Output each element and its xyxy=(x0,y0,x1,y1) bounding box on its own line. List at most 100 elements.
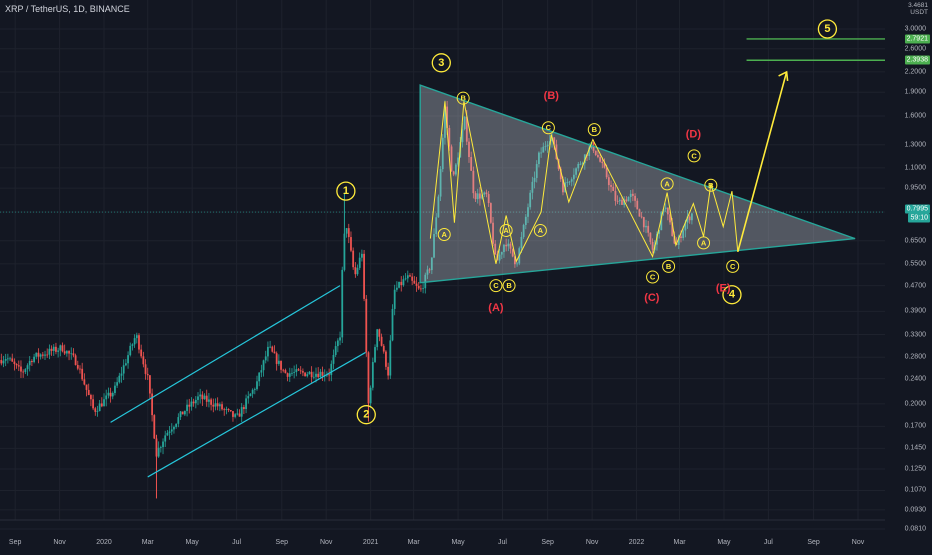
candle-body xyxy=(531,181,534,193)
time-tick-label: May xyxy=(717,539,731,546)
subwave-label: C xyxy=(489,279,503,293)
candle-body xyxy=(380,336,383,346)
candle-body xyxy=(175,423,178,427)
subwave-label: C xyxy=(687,149,701,163)
candle-body xyxy=(603,163,606,168)
candle-body xyxy=(494,243,497,255)
candle-body xyxy=(441,137,444,170)
subwave-label-circle xyxy=(499,223,513,237)
candle-body xyxy=(631,193,634,196)
correction-label: (E) xyxy=(716,283,731,295)
candle-body xyxy=(457,157,459,165)
candle-body xyxy=(507,243,510,247)
candle-body xyxy=(533,177,536,182)
candle-body xyxy=(22,371,25,373)
candle-body xyxy=(24,369,27,372)
candle-body xyxy=(90,395,92,400)
candle-body xyxy=(391,308,394,341)
candle-body xyxy=(435,217,438,235)
candle-body xyxy=(671,222,674,237)
candle-body xyxy=(103,399,105,407)
price-tick-label: 1.9000 xyxy=(904,88,926,96)
candle-body xyxy=(31,361,33,363)
candle-body xyxy=(479,193,481,199)
candle-body xyxy=(610,185,612,187)
subwave-label-text: C xyxy=(650,273,656,282)
candle-body xyxy=(341,269,344,338)
subwave-label-text: C xyxy=(691,151,697,160)
candle-body xyxy=(363,253,365,299)
candle-body xyxy=(509,243,512,249)
candle-body xyxy=(684,222,687,231)
candle-body xyxy=(332,354,335,364)
candle-body xyxy=(122,365,125,374)
price-axis[interactable]: 3.0000 2.6000 2.2000 1.9000 1.6000 1.3000 1.10… xyxy=(886,0,932,533)
candle-body xyxy=(144,364,147,374)
candle-body xyxy=(124,363,127,366)
candle-body xyxy=(118,375,121,383)
target-price-tag-2: 2.3938 xyxy=(904,55,930,65)
candle-body xyxy=(94,408,97,412)
candle-body xyxy=(465,116,468,142)
time-tick-label: Nov xyxy=(319,539,333,546)
candle-body xyxy=(164,435,167,442)
candle-body xyxy=(87,389,90,396)
candle-body xyxy=(476,193,479,200)
correction-label: (D) xyxy=(686,129,702,141)
candle-body xyxy=(463,116,466,130)
time-tick-label: 2020 xyxy=(96,539,112,546)
candle-body xyxy=(487,194,490,204)
candle-body xyxy=(146,373,149,376)
candle-body xyxy=(297,369,300,371)
subwave-label-circle xyxy=(456,91,470,105)
candle-body xyxy=(481,194,484,199)
subwave-label-text: B xyxy=(708,181,714,190)
candle-body xyxy=(52,346,55,351)
candle-body xyxy=(527,207,529,217)
candle-body xyxy=(321,371,324,376)
candle-body xyxy=(20,366,22,372)
subwave-label-circle xyxy=(646,270,660,284)
candle-body xyxy=(452,171,455,175)
candle-body xyxy=(535,164,538,178)
subwave-label-circle xyxy=(697,236,711,250)
candle-body xyxy=(2,360,5,364)
candle-body xyxy=(505,244,508,247)
candle-body xyxy=(59,345,62,351)
candle-body xyxy=(437,196,440,218)
subwave-path xyxy=(429,101,739,264)
candle-body xyxy=(658,230,661,234)
candle-body xyxy=(249,393,252,397)
candle-body xyxy=(623,199,626,205)
candle-body xyxy=(46,354,49,356)
subwave-label-text: A xyxy=(503,226,509,235)
candle-body xyxy=(310,371,313,378)
candle-body xyxy=(256,381,258,390)
subwave-label-text: C xyxy=(546,123,552,132)
candle-body xyxy=(562,179,564,193)
candle-body xyxy=(387,366,390,376)
candle-body xyxy=(17,365,20,367)
candle-body xyxy=(188,404,191,407)
candle-body xyxy=(516,263,518,265)
candle-body xyxy=(385,351,387,367)
candle-body xyxy=(173,426,175,430)
candle-body xyxy=(76,365,79,369)
candle-body xyxy=(282,369,285,371)
candle-body xyxy=(216,403,219,407)
wave-label-text: 3 xyxy=(438,57,444,69)
candle-body xyxy=(201,394,204,400)
candle-body xyxy=(616,200,619,202)
subwave-label-text: C xyxy=(730,262,736,271)
candle-body xyxy=(308,371,311,375)
current-price-tag: 0.7995 xyxy=(904,204,930,214)
candle-body xyxy=(301,371,304,373)
candle-body xyxy=(33,356,35,363)
price-tick-label: 0.1250 xyxy=(904,465,926,473)
price-tick-label: 0.2000 xyxy=(904,400,926,408)
candle-body xyxy=(640,216,643,218)
subwave-label: C xyxy=(726,259,740,273)
candle-body xyxy=(269,346,272,348)
